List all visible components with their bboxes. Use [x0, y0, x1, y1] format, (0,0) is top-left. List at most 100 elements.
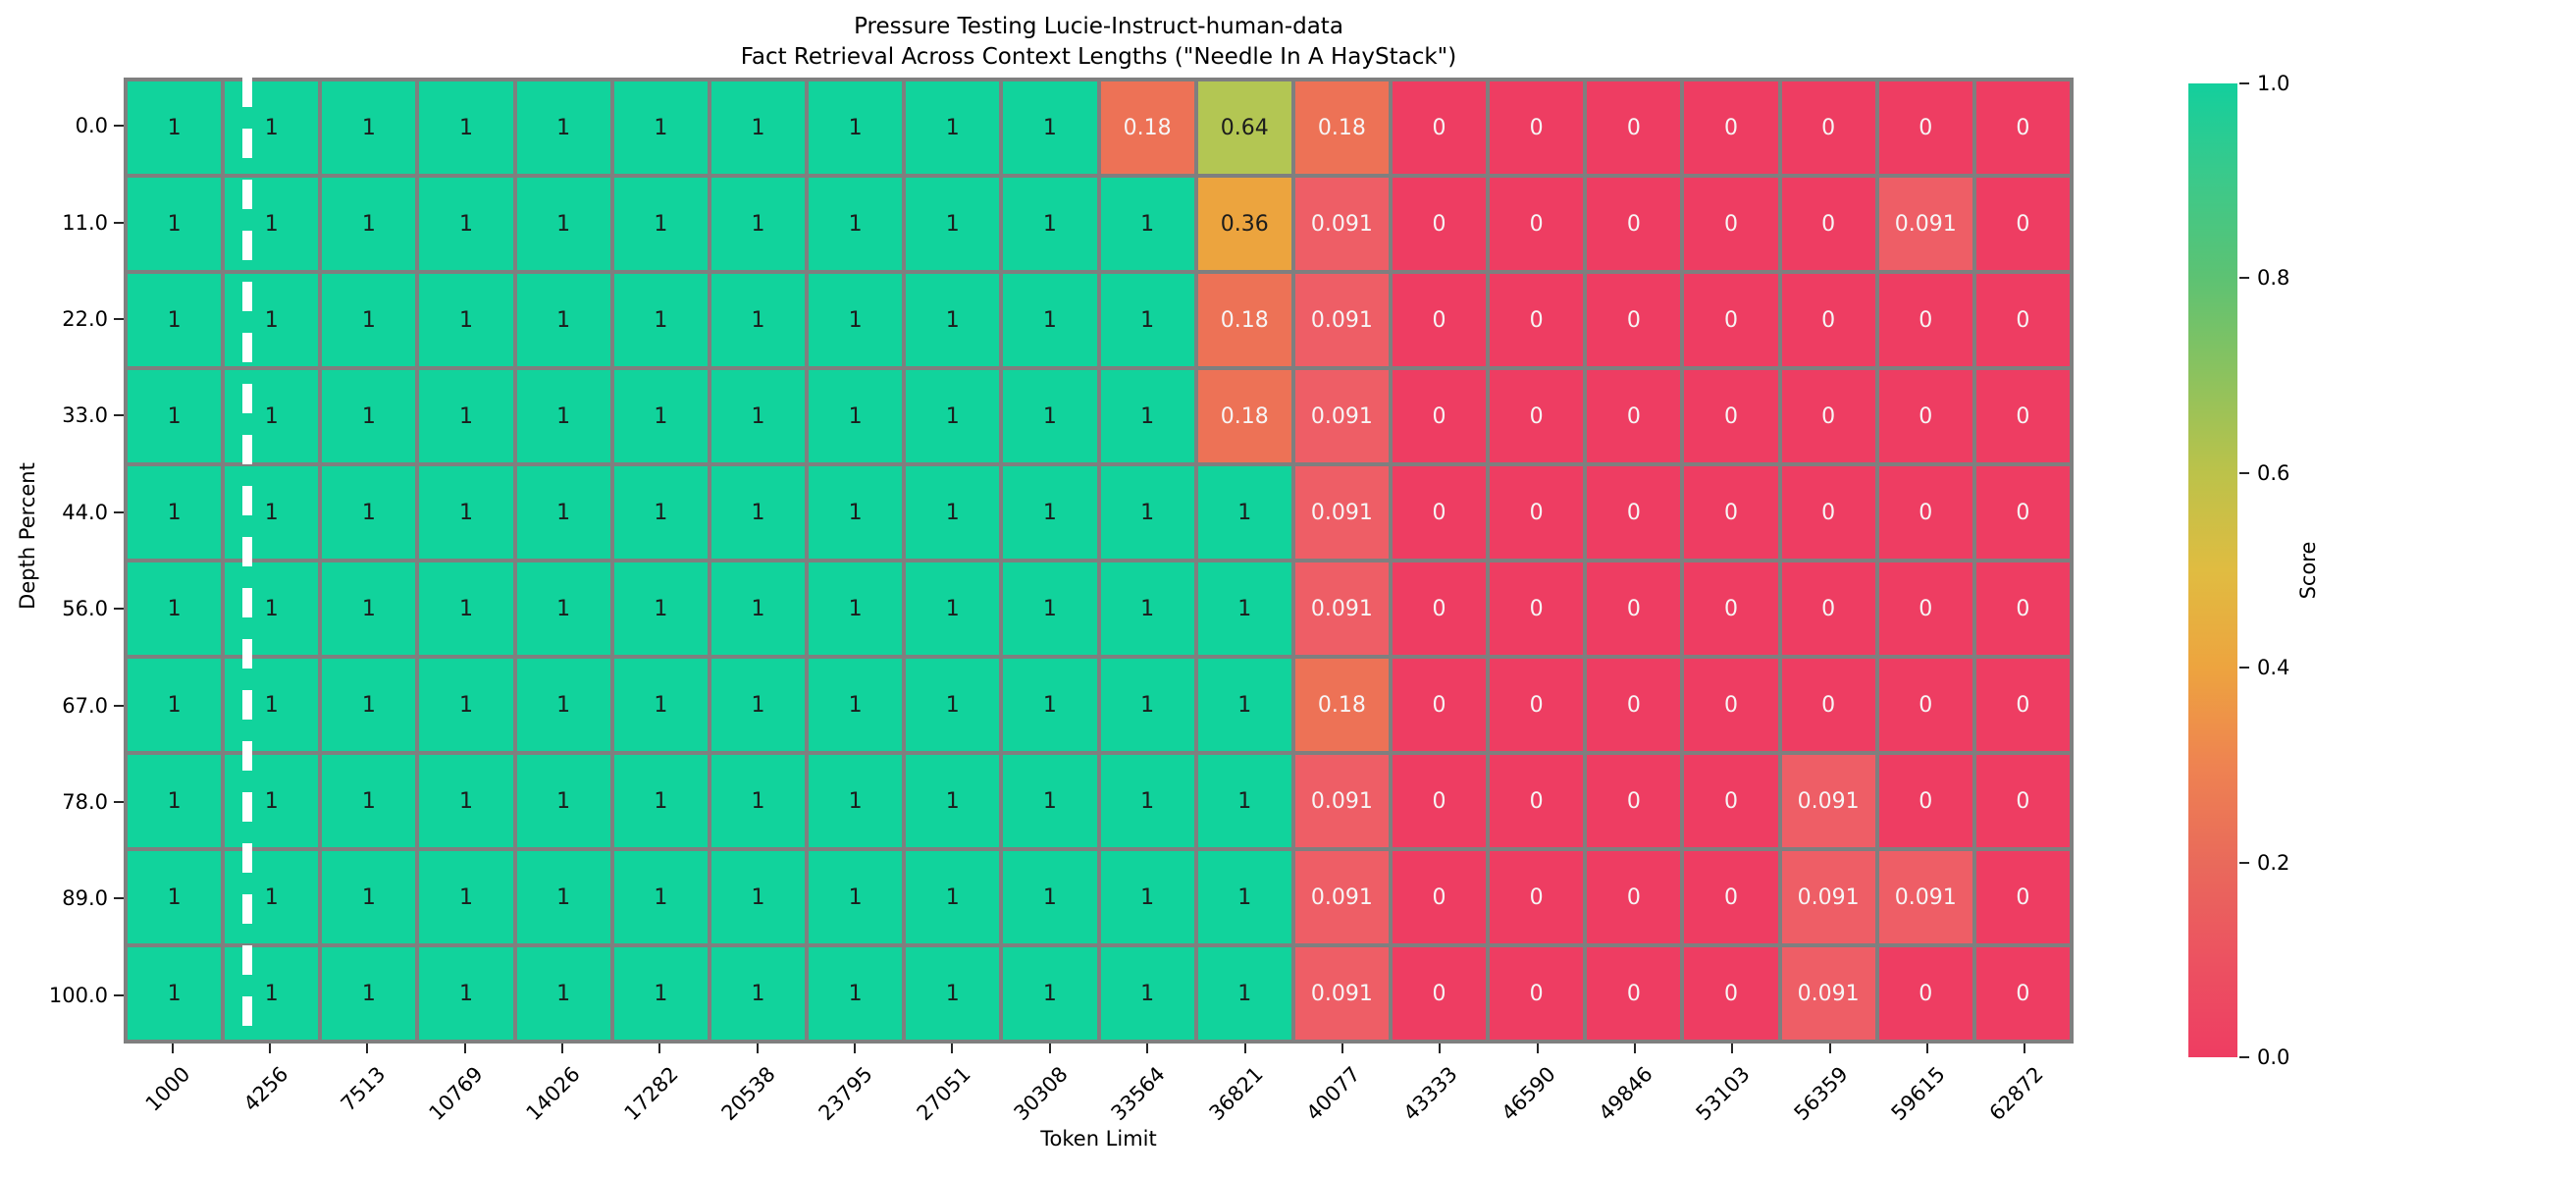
y-tick-mark: [114, 414, 124, 417]
heatmap-cell: 0.18: [1100, 81, 1194, 174]
heatmap-cell: 1: [225, 178, 319, 270]
colorbar-tick-label: 0.8: [2257, 266, 2290, 291]
heatmap-cell: 0: [1392, 755, 1487, 847]
heatmap-cell: 0: [1490, 755, 1584, 847]
y-tick-mark: [114, 993, 124, 996]
heatmap-cell: 1: [128, 755, 222, 847]
x-tick-label-text: 7513: [336, 1062, 391, 1116]
heatmap-cell: 1: [710, 851, 806, 943]
heatmap-cell: 1: [225, 370, 319, 462]
heatmap-cell: 1: [322, 851, 416, 943]
y-tick-label: 0.0: [75, 114, 108, 138]
x-tick-label-text: 56359: [1789, 1062, 1853, 1126]
heatmap-cell: 0.091: [1294, 466, 1389, 559]
heatmap-cell: 1: [516, 370, 610, 462]
heatmap-cell: 1: [322, 562, 416, 655]
heatmap-cell: 1: [1100, 370, 1194, 462]
x-tick-label-text: 27051: [912, 1062, 975, 1126]
heatmap-cell: 1: [1003, 755, 1097, 847]
heatmap-cell: 1: [128, 562, 222, 655]
x-tick-label-text: 62872: [1984, 1062, 2048, 1126]
heatmap-cell: 0.36: [1197, 178, 1291, 270]
y-tick-mark: [114, 125, 124, 128]
heatmap-cell: 1: [419, 851, 513, 943]
heatmap-cell: 0: [1878, 947, 1972, 1040]
colorbar-tick-mark: [2239, 667, 2249, 669]
heatmap-cell: 1: [710, 274, 806, 366]
heatmap-cell: 0: [1975, 81, 2070, 174]
y-tick-mark: [114, 221, 124, 224]
heatmap-cell: 1: [1100, 659, 1194, 751]
heatmap-cell: 1: [516, 274, 610, 366]
heatmap-cell: 0: [1878, 755, 1972, 847]
heatmap-cell: 1: [225, 755, 319, 847]
heatmap-cell: 0: [1781, 659, 1875, 751]
heatmap-cell: 1: [322, 947, 416, 1040]
x-tick-mark: [1633, 1044, 1636, 1053]
heatmap-cell: 0: [1684, 274, 1778, 366]
heatmap-cell: 1: [516, 178, 610, 270]
heatmap-cell: 0: [1975, 562, 2070, 655]
colorbar-tick-label: 0.0: [2257, 1045, 2290, 1069]
heatmap-cell: 1: [225, 81, 319, 174]
x-tick-mark: [1731, 1044, 1734, 1053]
heatmap-cell: 0.091: [1294, 274, 1389, 366]
heatmap-cell: 1: [225, 947, 319, 1040]
x-tick-label-text: 36821: [1204, 1062, 1268, 1126]
heatmap-cell: 1: [710, 466, 806, 559]
heatmap-cell: 0.091: [1294, 178, 1389, 270]
heatmap-cell: 0: [1587, 81, 1681, 174]
heatmap-cell: 0: [1975, 947, 2070, 1040]
heatmap-cell: 0: [1684, 851, 1778, 943]
colorbar-tick-mark: [2239, 471, 2249, 474]
heatmap-cell: 0: [1587, 466, 1681, 559]
heatmap-cell: 0: [1684, 755, 1778, 847]
heatmap-cell: 0: [1975, 466, 2070, 559]
heatmap-cell: 1: [1197, 755, 1291, 847]
heatmap-cell: 1: [128, 947, 222, 1040]
heatmap-cell: 0: [1392, 370, 1487, 462]
heatmap-cell: 1: [809, 562, 903, 655]
colorbar-tick-mark: [2239, 82, 2249, 84]
x-tick-label-text: 49846: [1594, 1062, 1657, 1126]
heatmap-cell: 1: [1003, 659, 1097, 751]
colorbar-tick-label: 0.4: [2257, 656, 2290, 680]
y-tick-mark: [114, 608, 124, 611]
heatmap-cell: 0: [1684, 562, 1778, 655]
heatmap-cell: 1: [710, 755, 806, 847]
chart-title: Pressure Testing Lucie-Instruct-human-da…: [124, 12, 2074, 73]
heatmap-cell: 1: [1003, 274, 1097, 366]
heatmap-cell: 1: [613, 755, 708, 847]
heatmap-cell: 1: [710, 178, 806, 270]
heatmap-cell: 0.18: [1294, 81, 1389, 174]
x-tick-mark: [1536, 1044, 1539, 1053]
y-tick-mark: [114, 510, 124, 513]
heatmap-cell: 0.18: [1294, 659, 1389, 751]
heatmap-cell: 0: [1684, 178, 1778, 270]
heatmap-cell: 0: [1587, 755, 1681, 847]
heatmap-cell: 0: [1392, 274, 1487, 366]
heatmap-cell: 0.18: [1197, 274, 1291, 366]
x-tick-label-text: 53103: [1692, 1062, 1756, 1126]
heatmap-cell: 1: [128, 178, 222, 270]
heatmap-cell: 1: [906, 466, 1000, 559]
heatmap-cell: 1: [1100, 851, 1194, 943]
heatmap-cell: 1: [1100, 274, 1194, 366]
colorbar-tick-label: 1.0: [2257, 72, 2290, 95]
heatmap-cell: 1: [1003, 370, 1097, 462]
heatmap-cell: 0: [1587, 178, 1681, 270]
heatmap-cell: 1: [906, 659, 1000, 751]
x-tick-mark: [269, 1044, 272, 1053]
heatmap-cell: 0.091: [1781, 947, 1875, 1040]
heatmap-cell: 1: [906, 562, 1000, 655]
heatmap-cell: 0: [1781, 370, 1875, 462]
heatmap-cell: 1: [809, 851, 903, 943]
x-tick-label-text: 40077: [1301, 1062, 1365, 1126]
heatmap-cell: 0: [1587, 370, 1681, 462]
x-tick-mark: [366, 1044, 369, 1053]
heatmap-cell: 1: [1197, 466, 1291, 559]
heatmap-cell: 1: [809, 659, 903, 751]
heatmap-cell: 0: [1684, 81, 1778, 174]
heatmap-cell: 0: [1684, 659, 1778, 751]
y-tick-label: 44.0: [62, 500, 108, 524]
